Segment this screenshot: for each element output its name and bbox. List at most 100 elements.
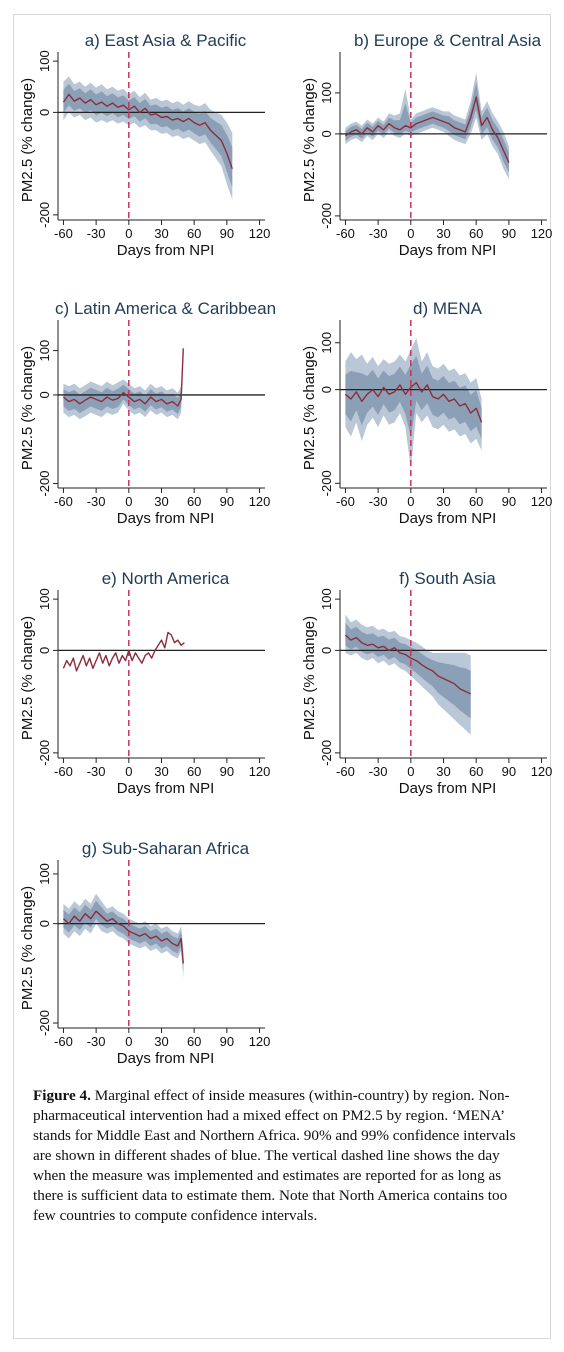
y-tick-label: -200 [319, 470, 334, 496]
x-tick-label: 30 [436, 226, 450, 241]
y-tick-label: 100 [319, 332, 334, 354]
x-tick-label: 120 [249, 494, 271, 509]
x-tick-label: 60 [187, 226, 201, 241]
y-axis-label: PM2.5 (% change) [301, 78, 318, 202]
caption-label: Figure 4. [33, 1087, 91, 1104]
x-tick-label: -30 [369, 494, 388, 509]
ci-band-90 [345, 355, 482, 440]
y-tick-label: -200 [37, 471, 52, 497]
x-tick-label: -60 [336, 226, 355, 241]
x-tick-label: -60 [54, 764, 73, 779]
x-tick-label: 90 [220, 1034, 234, 1049]
estimate-line [62, 631, 185, 672]
x-tick-label: 0 [125, 494, 132, 509]
ci-band-90 [63, 347, 184, 414]
x-tick-label: 30 [154, 226, 168, 241]
y-tick-label: 100 [37, 50, 52, 72]
figure-frame [13, 14, 551, 1339]
y-axis-label: PM2.5 (% change) [19, 78, 36, 202]
estimate-line [344, 381, 483, 423]
x-axis-label: Days from NPI [399, 780, 497, 797]
chart-title: b) Europe & Central Asia [354, 31, 542, 50]
x-tick-label: 0 [125, 764, 132, 779]
chart-title: d) MENA [413, 299, 483, 318]
estimate-line [62, 348, 184, 407]
y-tick-label: 0 [37, 920, 52, 927]
estimate-line [344, 96, 510, 163]
x-tick-label: 60 [469, 764, 483, 779]
x-axis-label: Days from NPI [117, 510, 215, 527]
caption-text: Marginal effect of inside measures (with… [33, 1087, 516, 1224]
x-tick-label: 0 [407, 764, 414, 779]
x-tick-label: 90 [220, 764, 234, 779]
chart-title: c) Latin America & Caribbean [55, 299, 276, 318]
x-axis-label: Days from NPI [117, 242, 215, 259]
y-tick-label: 0 [319, 386, 334, 393]
y-axis-label: PM2.5 (% change) [301, 346, 318, 470]
x-tick-label: 30 [154, 764, 168, 779]
y-tick-label: -200 [37, 740, 52, 766]
x-tick-label: 60 [469, 226, 483, 241]
x-tick-label: -30 [87, 226, 106, 241]
x-axis-label: Days from NPI [117, 1050, 215, 1067]
x-tick-label: 90 [502, 226, 516, 241]
y-tick-label: 0 [37, 647, 52, 654]
y-tick-label: 100 [37, 588, 52, 610]
x-tick-label: -30 [369, 764, 388, 779]
x-tick-label: -60 [336, 494, 355, 509]
y-tick-label: 100 [319, 82, 334, 104]
x-tick-label: 90 [220, 226, 234, 241]
x-tick-label: 120 [249, 764, 271, 779]
chart-panel-0: a) East Asia & Pacific -60 -30 0 30 60 90 120 Da… [19, 31, 271, 259]
x-tick-label: 0 [125, 226, 132, 241]
estimate-line [344, 634, 471, 695]
chart-title: f) South Asia [399, 569, 496, 588]
y-tick-label: 100 [37, 863, 52, 885]
x-tick-label: 60 [469, 494, 483, 509]
x-tick-label: 60 [187, 494, 201, 509]
x-tick-label: 120 [531, 226, 553, 241]
x-tick-label: 120 [249, 226, 271, 241]
x-tick-label: -60 [54, 1034, 73, 1049]
chart-panel-3: d) MENA -60 -30 0 30 60 90 120 Days from NPI 100 0… [301, 299, 553, 527]
y-tick-label: 0 [37, 391, 52, 398]
x-tick-label: 0 [125, 1034, 132, 1049]
y-axis-label: PM2.5 (% change) [301, 616, 318, 740]
x-tick-label: -60 [54, 226, 73, 241]
y-tick-label: 0 [319, 647, 334, 654]
x-tick-label: 120 [249, 1034, 271, 1049]
x-axis-label: Days from NPI [399, 510, 497, 527]
x-tick-label: -30 [87, 764, 106, 779]
x-tick-label: 90 [220, 494, 234, 509]
y-tick-label: -200 [319, 740, 334, 766]
x-tick-label: -30 [369, 226, 388, 241]
chart-panel-5: f) South Asia -60 -30 0 30 60 90 120 Days from N… [301, 569, 553, 797]
chart-panel-2: c) Latin America & Caribbean -60 -30 0 30 60 9… [19, 299, 276, 527]
x-tick-label: 30 [436, 494, 450, 509]
x-tick-label: 60 [187, 1034, 201, 1049]
y-axis-label: PM2.5 (% change) [19, 886, 36, 1010]
x-tick-label: 30 [436, 764, 450, 779]
y-tick-label: -200 [37, 202, 52, 228]
x-tick-label: -30 [87, 494, 106, 509]
x-tick-label: -60 [54, 494, 73, 509]
x-tick-label: 60 [187, 764, 201, 779]
y-axis-label: PM2.5 (% change) [19, 616, 36, 740]
y-tick-label: 100 [319, 588, 334, 610]
figure-caption: Figure 4. Marginal effect of inside meas… [33, 1086, 533, 1226]
x-tick-label: 90 [502, 764, 516, 779]
ci-band-90 [63, 900, 184, 973]
x-tick-label: 90 [502, 494, 516, 509]
x-tick-label: 120 [531, 494, 553, 509]
chart-panel-4: e) North America -60 -30 0 30 60 90 120 Days fro… [19, 569, 271, 797]
x-tick-label: 30 [154, 1034, 168, 1049]
y-tick-label: 0 [319, 130, 334, 137]
chart-panel-1: b) Europe & Central Asia -60 -30 0 30 60 90 120… [301, 31, 553, 259]
x-tick-label: 0 [407, 226, 414, 241]
x-tick-label: 120 [531, 764, 553, 779]
y-tick-label: 100 [37, 340, 52, 362]
y-tick-label: -200 [37, 1010, 52, 1036]
estimate-line [62, 910, 184, 964]
chart-panel-6: g) Sub-Saharan Africa -60 -30 0 30 60 90 120 Day… [19, 839, 271, 1067]
x-tick-label: 30 [154, 494, 168, 509]
